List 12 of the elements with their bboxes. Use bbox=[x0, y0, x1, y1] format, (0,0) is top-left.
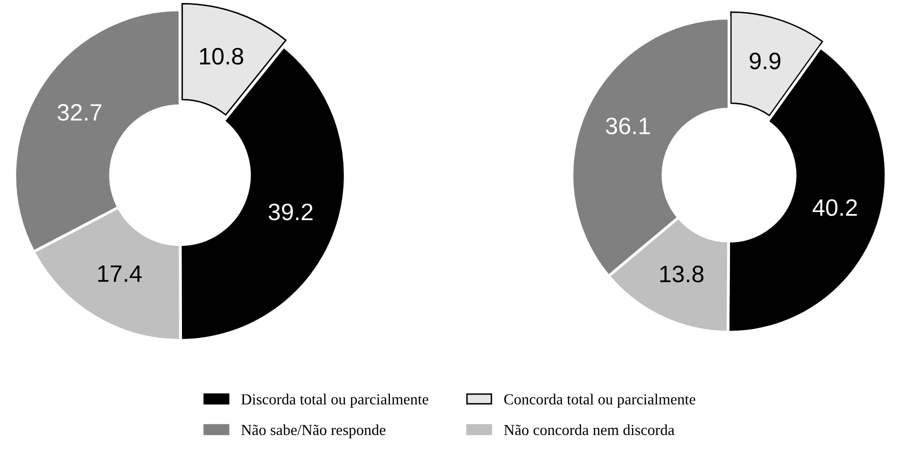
data-label: 39.2 bbox=[268, 204, 312, 220]
data-label: 9.9 bbox=[750, 52, 780, 70]
legend-label: Concorda total ou parcialmente bbox=[504, 394, 696, 408]
data-label: 40.2 bbox=[812, 199, 857, 216]
data-label: 10.8 bbox=[200, 48, 244, 65]
data-label: 36.1 bbox=[606, 118, 650, 134]
legend-label: Não concorda nem discorda bbox=[504, 424, 674, 436]
legend-label: Não sabe/Não responde bbox=[241, 424, 386, 438]
legend-label: Discorda total ou parcialmente bbox=[241, 394, 428, 408]
data-label: 17.4 bbox=[98, 265, 142, 282]
data-label: 13.8 bbox=[660, 266, 704, 282]
data-label: 32.7 bbox=[58, 104, 102, 121]
